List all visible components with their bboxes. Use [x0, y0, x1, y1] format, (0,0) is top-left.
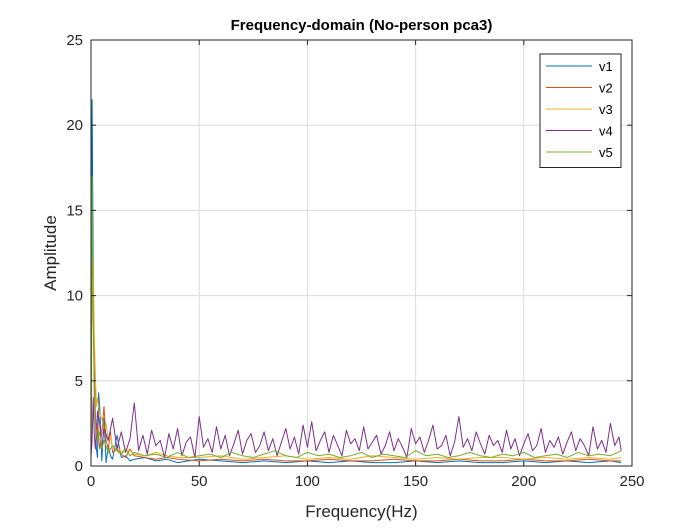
chart-title: Frequency-domain (No-person pca3) — [231, 17, 493, 34]
x-tick-label: 100 — [295, 473, 320, 490]
x-tick-label: 0 — [87, 473, 95, 490]
y-tick-label: 20 — [66, 117, 83, 134]
legend-box — [539, 53, 622, 168]
x-axis-label: Frequency(Hz) — [305, 502, 417, 521]
series-line-v4 — [90, 397, 622, 458]
series-line-v2 — [90, 244, 622, 462]
series-group — [90, 99, 622, 464]
y-tick-label: 5 — [75, 373, 83, 390]
series-line-v5 — [90, 175, 622, 458]
legend-label-v5: v5 — [599, 145, 613, 160]
ticks: 0 50 100 150 200 250 0 5 10 15 20 25 — [66, 32, 644, 490]
legend-label-v3: v3 — [599, 102, 613, 117]
legend: v1 v2 v3 v4 v5 — [539, 53, 622, 168]
x-tick-label: 150 — [403, 473, 428, 490]
legend-label-v1: v1 — [599, 59, 613, 74]
series-line-v3 — [90, 261, 622, 460]
legend-label-v2: v2 — [599, 81, 613, 96]
y-tick-label: 15 — [66, 202, 83, 219]
x-tick-label: 250 — [619, 473, 644, 490]
plot-frame — [90, 39, 633, 467]
x-tick-label: 200 — [511, 473, 536, 490]
series-line-v1 — [90, 99, 622, 464]
y-axis-label: Amplitude — [41, 215, 60, 291]
legend-label-v4: v4 — [599, 124, 613, 139]
x-tick-label: 50 — [191, 473, 208, 490]
y-tick-label: 25 — [66, 32, 83, 49]
y-tick-label: 10 — [66, 288, 83, 305]
y-tick-label: 0 — [75, 458, 83, 475]
